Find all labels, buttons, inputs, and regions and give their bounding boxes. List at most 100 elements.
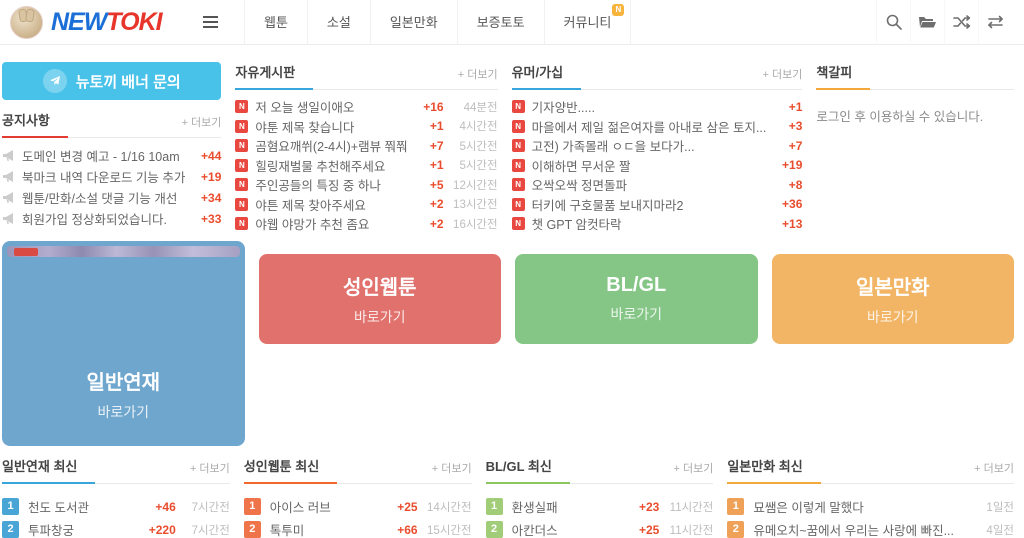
shuffle-icon[interactable] xyxy=(944,0,978,45)
section-title-free-board: 자유게시판 xyxy=(235,62,314,90)
new-badge: N xyxy=(612,3,625,16)
header-icon-group xyxy=(876,0,1024,45)
more-link[interactable]: + 더보기 xyxy=(673,463,714,475)
latest-item[interactable]: 2 톡투미 +66 15시간전 xyxy=(243,518,472,538)
latest-item[interactable]: 1 천도 도서관 +46 7시간전 xyxy=(2,495,230,518)
site-header: NEWTOKI 웹툰 소설 일본만화 보증토토 커뮤니티 N xyxy=(0,0,1024,45)
more-link[interactable]: + 더보기 xyxy=(457,69,498,81)
notice-item[interactable]: 북마크 내역 다운로드 기능 추가 +19 xyxy=(2,166,221,187)
rank-badge: 2 xyxy=(243,521,261,538)
list-item[interactable]: N 오싹오싹 정면돌파 +8 xyxy=(511,175,802,195)
list-item[interactable]: N 마을에서 제일 젊은여자를 아내로 삼은 토지... +3 xyxy=(511,117,802,137)
more-link[interactable]: + 더보기 xyxy=(762,69,803,81)
more-link[interactable]: + 더보기 xyxy=(431,463,472,475)
list-item[interactable]: N 야툰 제목 찾습니다 +1 4시간전 xyxy=(235,117,498,137)
nav-webtoon[interactable]: 웹툰 xyxy=(244,0,307,45)
section-title-latest-general: 일반연재 최신 xyxy=(2,456,96,484)
list-item[interactable]: N 야튼 제목 찾아주세요 +2 13시간전 xyxy=(235,195,498,215)
section-title-notice: 공지사항 xyxy=(2,110,68,138)
more-link[interactable]: + 더보기 xyxy=(974,463,1014,475)
list-item[interactable]: N 고전) 가족몰래 ㅇㄷ을 보다가... +7 xyxy=(511,136,802,156)
latest-item[interactable]: 1 묘쌤은 이렇게 말했다 1일전 xyxy=(727,495,1014,518)
new-post-badge: N xyxy=(511,217,525,231)
list-item[interactable]: N 야웹 야망가 추천 좀요 +2 16시간전 xyxy=(235,214,498,234)
banner-label: 뉴토끼 배너 문의 xyxy=(75,73,181,91)
latest-lists-region: 일반연재 최신 + 더보기 1 천도 도서관 +46 7시간전 2 투파창궁 +220 7시… xyxy=(0,456,1024,538)
column-bookmark: 책갈피 로그인 후 이용하실 수 있습니다. xyxy=(816,62,1014,240)
rank-badge: 1 xyxy=(727,498,745,515)
new-post-badge: N xyxy=(235,119,249,133)
latest-bl-gl: BL/GL 최신 + 더보기 1 환생실패 +23 11시간전 2 아칸더스 +25 11시… xyxy=(485,456,714,538)
site-logo[interactable]: NEWTOKI xyxy=(0,5,190,39)
new-post-badge: N xyxy=(235,197,249,211)
megaphone-icon xyxy=(3,213,13,224)
new-post-badge: N xyxy=(235,217,249,231)
more-link[interactable]: + 더보기 xyxy=(189,463,230,475)
column-notice: 뉴토끼 배너 문의 공지사항 + 더보기 도메인 변경 예고 - 1/16 10… xyxy=(2,62,222,240)
section-title-latest-bl-gl: BL/GL 최신 xyxy=(485,456,570,484)
megaphone-icon xyxy=(3,150,13,161)
card-japanese-manga[interactable]: 일본만화 바로가기 xyxy=(771,254,1014,344)
new-post-badge: N xyxy=(511,139,525,153)
section-title-humor: 유머/가십 xyxy=(511,62,582,90)
rank-badge: 1 xyxy=(2,498,19,515)
card-general-series[interactable]: 일반연재 바로가기 xyxy=(2,241,245,446)
list-item[interactable]: N 이해하면 무서운 짤 +19 xyxy=(511,156,802,176)
new-post-badge: N xyxy=(511,178,525,192)
nav-toto[interactable]: 보증토토 xyxy=(456,0,544,45)
more-link[interactable]: + 더보기 xyxy=(181,117,222,129)
new-post-badge: N xyxy=(235,139,249,153)
card-banner-logo xyxy=(14,248,38,256)
section-title-bookmark: 책갈피 xyxy=(816,62,871,90)
list-item[interactable]: N 터키에 구호물품 보내지마라2 +36 xyxy=(511,195,802,215)
card-banner-image xyxy=(7,246,240,257)
card-bl-gl[interactable]: BL/GL 바로가기 xyxy=(515,254,758,344)
notice-item[interactable]: 회원가입 정상화되었습니다. +33 xyxy=(2,208,221,229)
telegram-plane-icon xyxy=(42,69,67,93)
latest-item[interactable]: 1 환생실패 +23 11시간전 xyxy=(485,495,713,518)
swap-horizontal-icon[interactable] xyxy=(978,0,1012,45)
latest-item[interactable]: 2 유메오치~꿈에서 우리는 사랑에 빠진... 4일전 xyxy=(727,518,1014,538)
main-nav: 웹툰 소설 일본만화 보증토토 커뮤니티 N xyxy=(244,0,632,45)
new-post-badge: N xyxy=(511,197,525,211)
latest-item[interactable]: 1 아이스 러브 +25 14시간전 xyxy=(243,495,472,518)
card-adult-webtoon[interactable]: 성인웹툰 바로가기 xyxy=(258,254,501,344)
hamburger-menu-icon[interactable] xyxy=(190,16,230,28)
new-post-badge: N xyxy=(235,158,249,172)
top-boards-region: 뉴토끼 배너 문의 공지사항 + 더보기 도메인 변경 예고 - 1/16 10… xyxy=(0,62,1024,240)
nav-community[interactable]: 커뮤니티 N xyxy=(543,0,632,45)
list-item[interactable]: N 기자양반..... +1 xyxy=(511,97,802,117)
rank-badge: 1 xyxy=(243,498,261,515)
latest-item[interactable]: 2 아칸더스 +25 11시간전 xyxy=(485,518,713,538)
new-post-badge: N xyxy=(511,100,525,114)
notice-item[interactable]: 도메인 변경 예고 - 1/16 10am +44 xyxy=(2,145,221,166)
list-item[interactable]: N 곰혐요깨쒸(2-4시)+램뷰 쭤쭤 +7 5시간전 xyxy=(235,136,498,156)
new-post-badge: N xyxy=(235,178,249,192)
rank-badge: 2 xyxy=(727,521,745,538)
nav-novel[interactable]: 소설 xyxy=(306,0,370,45)
rank-badge: 1 xyxy=(485,498,503,515)
column-humor: 유머/가십 + 더보기 N 기자양반..... +1 N 마을에서 제일 젊은여자를 … xyxy=(511,62,803,240)
megaphone-icon xyxy=(3,192,13,203)
latest-general: 일반연재 최신 + 더보기 1 천도 도서관 +46 7시간전 2 투파창궁 +220 7시… xyxy=(2,456,230,538)
new-post-badge: N xyxy=(511,119,525,133)
section-title-latest-adult: 성인웹툰 최신 xyxy=(243,456,338,484)
megaphone-icon xyxy=(3,171,13,182)
latest-japanese: 일본만화 최신 + 더보기 1 묘쌤은 이렇게 말했다 1일전 2 유메오치~꿈에서 … xyxy=(727,456,1014,538)
category-cards-region: 일반연재 바로가기 성인웹툰 바로가기 BL/GL 바로가기 일본만화 바로가기 xyxy=(0,241,1024,446)
list-item[interactable]: N 주인공들의 특징 중 하나 +5 12시간전 xyxy=(235,175,498,195)
section-title-latest-japanese: 일본만화 최신 xyxy=(727,456,821,484)
search-icon[interactable] xyxy=(876,0,910,45)
nav-japanese-manga[interactable]: 일본만화 xyxy=(369,0,457,45)
rank-badge: 2 xyxy=(485,521,503,538)
notice-item[interactable]: 웹툰/만화/소설 댓글 기능 개선 +34 xyxy=(2,187,221,208)
banner-inquiry-button[interactable]: 뉴토끼 배너 문의 xyxy=(2,62,222,100)
latest-item[interactable]: 2 투파창궁 +220 7시간전 xyxy=(2,518,230,538)
folder-open-icon[interactable] xyxy=(910,0,944,45)
list-item[interactable]: N 힐링재벌물 추천해주세요 +1 5시간전 xyxy=(235,156,498,176)
rank-badge: 2 xyxy=(2,521,19,538)
new-post-badge: N xyxy=(511,158,525,172)
